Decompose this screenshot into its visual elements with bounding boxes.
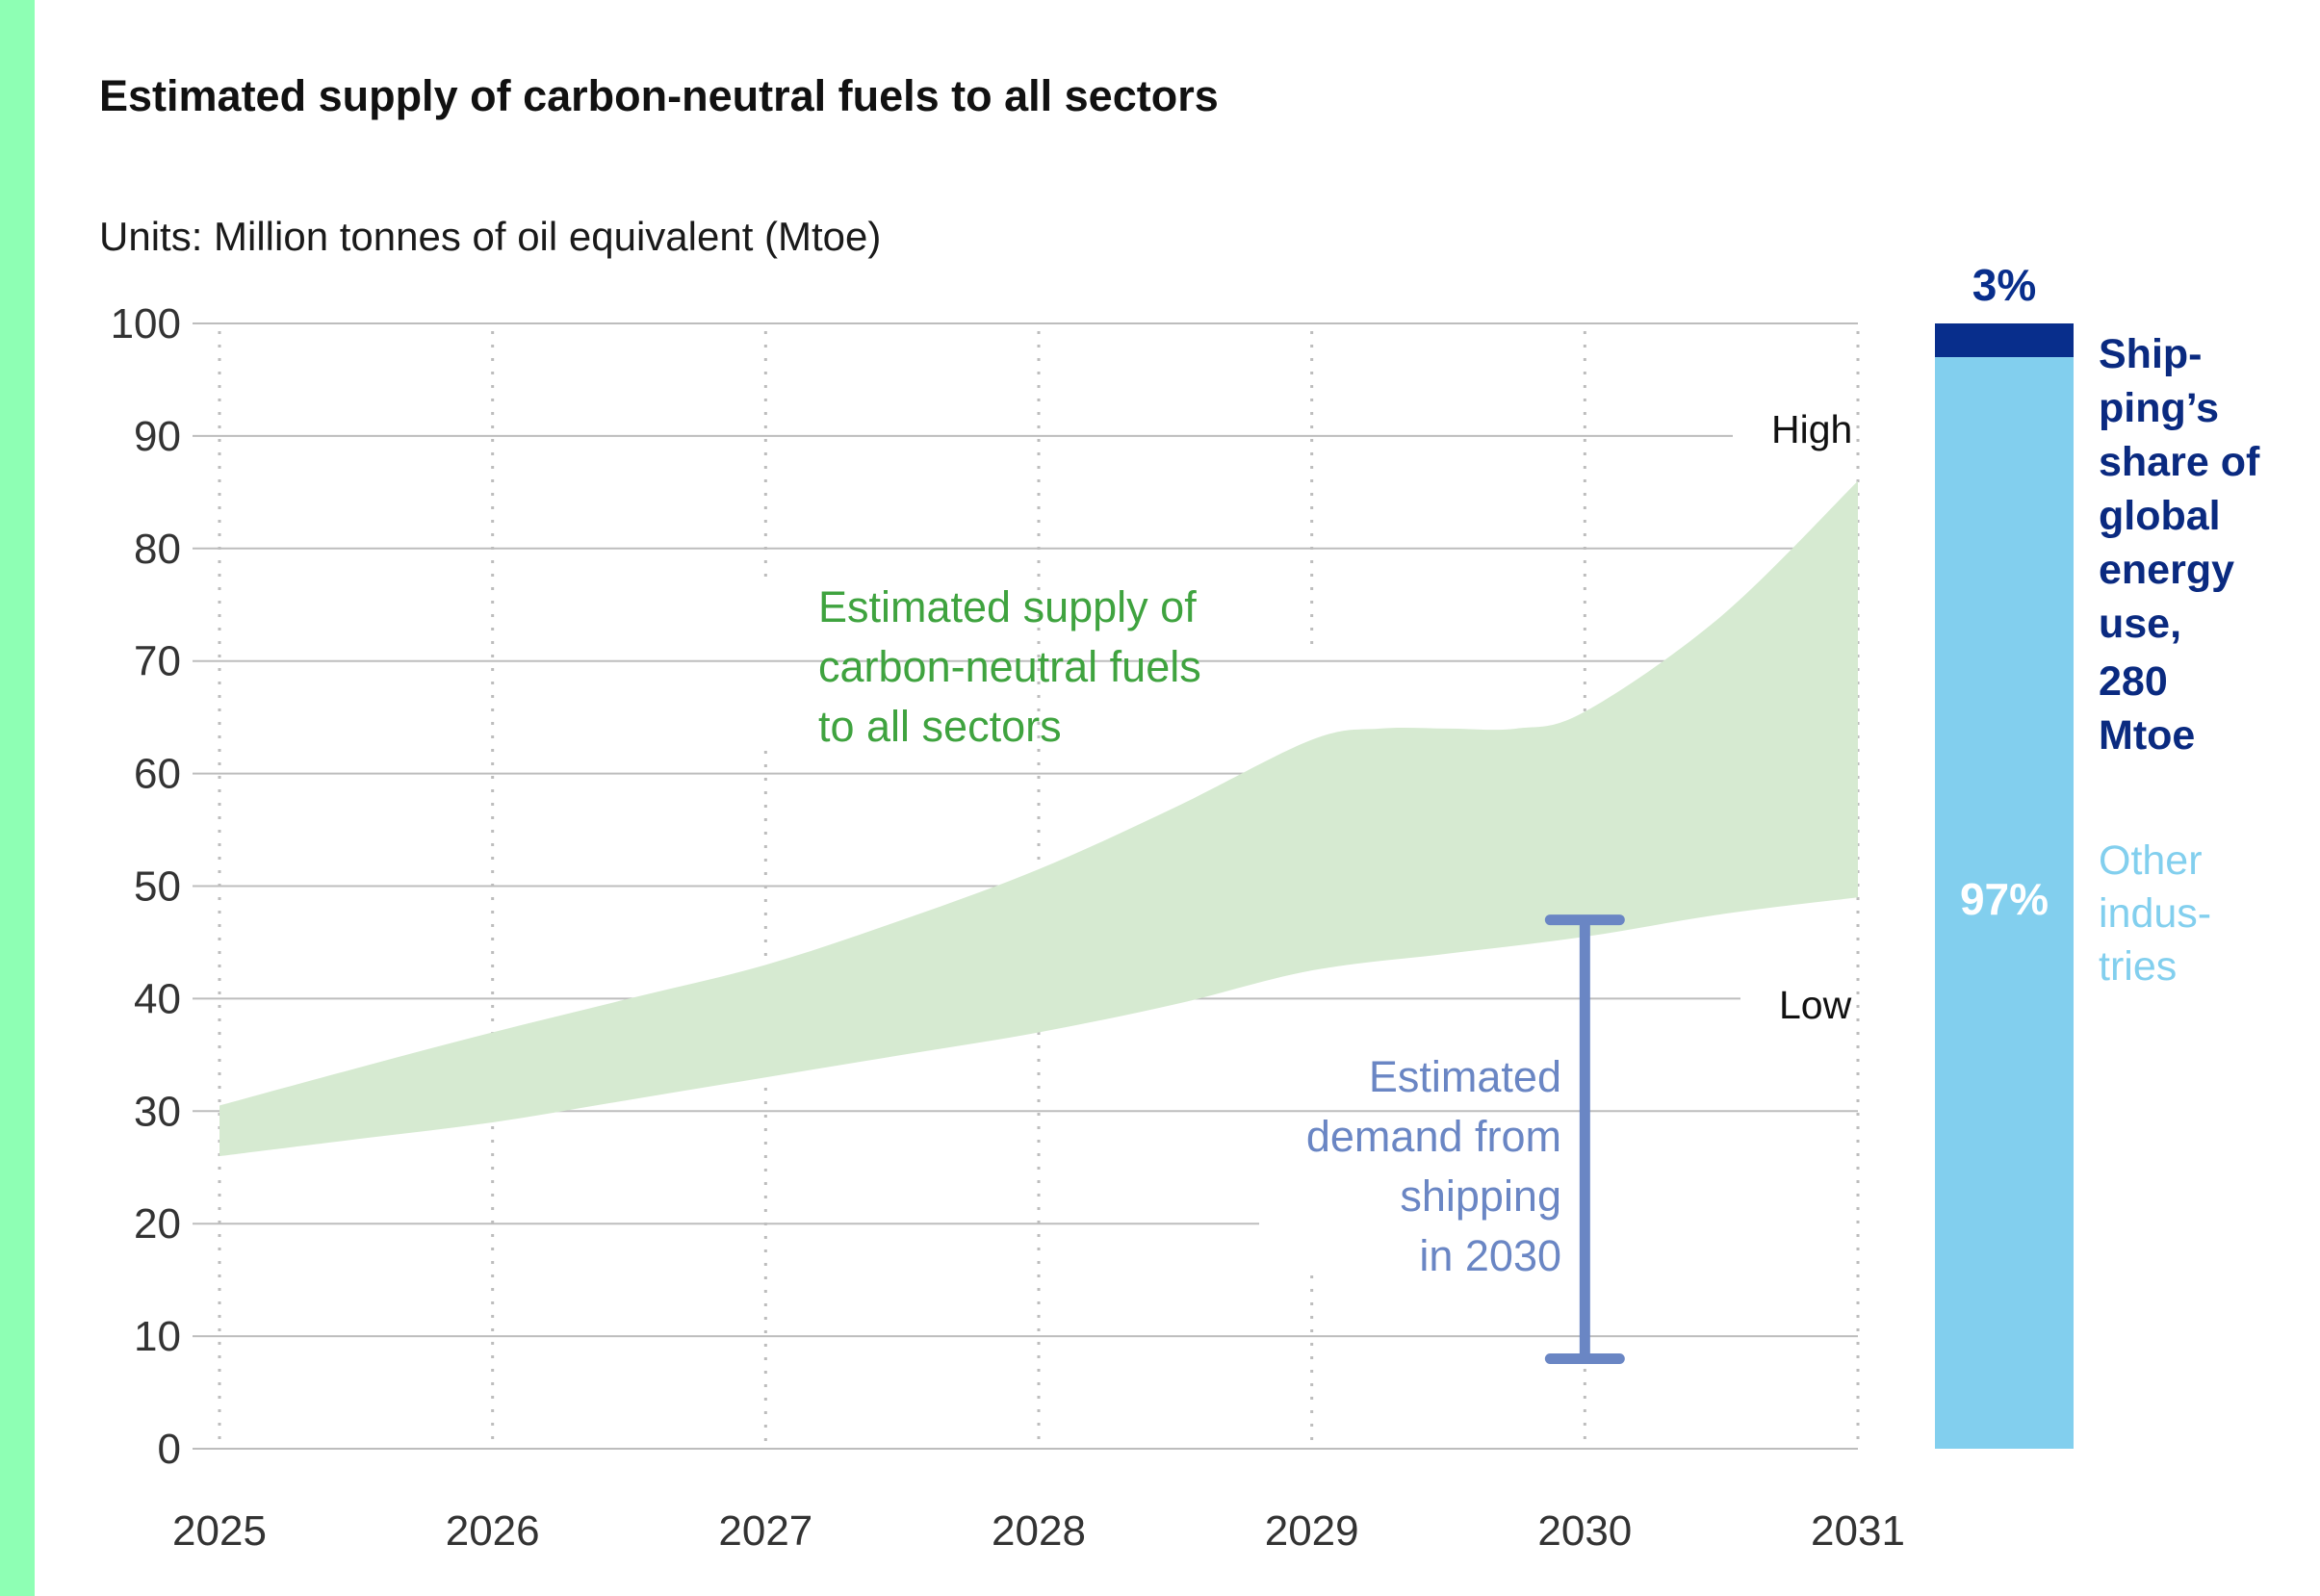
demand-label-line-4: in 2030 bbox=[1419, 1231, 1561, 1280]
demand-label-line-2: demand from bbox=[1306, 1112, 1561, 1161]
supply-label-line-1: Estimated supply of bbox=[818, 582, 1197, 631]
other-label-line-2: indus- bbox=[2099, 890, 2211, 937]
shipping-total-line-2: Mtoe bbox=[2099, 712, 2195, 759]
x-tick-2030: 2030 bbox=[1537, 1507, 1632, 1555]
shipping-label-line-3: share of bbox=[2099, 439, 2260, 485]
y-tick-50: 50 bbox=[134, 863, 181, 911]
y-tick-0: 0 bbox=[158, 1426, 181, 1473]
other-industries-segment bbox=[1935, 357, 2074, 1449]
supply-label-line-2: carbon-neutral fuels bbox=[818, 642, 1201, 691]
other-label-line-3: tries bbox=[2099, 943, 2177, 990]
x-tick-2028: 2028 bbox=[992, 1507, 1086, 1555]
x-tick-2031: 2031 bbox=[1811, 1507, 1905, 1555]
y-tick-80: 80 bbox=[134, 526, 181, 573]
x-tick-2026: 2026 bbox=[446, 1507, 540, 1555]
y-tick-60: 60 bbox=[134, 751, 181, 798]
shipping-label-line-5: energy bbox=[2099, 547, 2234, 593]
high-label: High bbox=[1771, 407, 1852, 451]
y-tick-40: 40 bbox=[134, 975, 181, 1022]
x-tick-2029: 2029 bbox=[1265, 1507, 1359, 1555]
shipping-label-line-4: global bbox=[2099, 493, 2221, 539]
other-share-value: 97% bbox=[1960, 874, 2049, 924]
shipping-share-value: 3% bbox=[1972, 260, 2036, 310]
y-tick-10: 10 bbox=[134, 1313, 181, 1360]
shipping-label-line-1: Ship- bbox=[2099, 331, 2202, 377]
y-tick-20: 20 bbox=[134, 1200, 181, 1248]
shipping-label-line-6: use, bbox=[2099, 601, 2181, 647]
y-tick-70: 70 bbox=[134, 638, 181, 685]
shipping-label-line-2: ping’s bbox=[2099, 385, 2219, 431]
units-label: Units: Million tonnes of oil equivalent … bbox=[99, 214, 882, 259]
demand-label-line-3: shipping bbox=[1400, 1171, 1561, 1221]
shipping-total-line-1: 280 bbox=[2099, 658, 2168, 705]
demand-label-line-1: Estimated bbox=[1369, 1052, 1561, 1101]
low-label: Low bbox=[1779, 983, 1852, 1027]
accent-strip bbox=[0, 0, 35, 1596]
chart-title: Estimated supply of carbon-neutral fuels… bbox=[99, 71, 1219, 120]
other-label-line-1: Other bbox=[2099, 837, 2203, 884]
supply-band-area bbox=[219, 480, 1858, 1157]
shipping-share-segment bbox=[1935, 323, 2074, 358]
x-tick-2027: 2027 bbox=[718, 1507, 812, 1555]
y-tick-100: 100 bbox=[111, 300, 181, 348]
supply-label-line-3: to all sectors bbox=[818, 702, 1062, 751]
y-tick-30: 30 bbox=[134, 1088, 181, 1135]
y-tick-90: 90 bbox=[134, 413, 181, 460]
x-tick-2025: 2025 bbox=[172, 1507, 267, 1555]
